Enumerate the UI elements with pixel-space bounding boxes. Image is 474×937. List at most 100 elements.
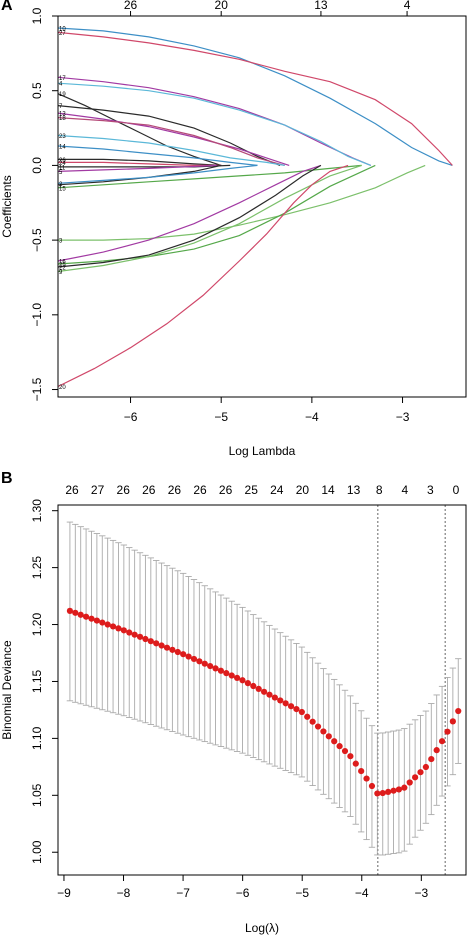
cv-mean-point — [363, 775, 370, 782]
cv-mean-point — [115, 625, 122, 632]
cv-mean-point — [385, 788, 392, 795]
coef-path-label: 4 — [59, 82, 63, 88]
coef-path-line — [57, 164, 376, 265]
coef-path-label: 20 — [59, 385, 66, 391]
coef-path-line — [57, 117, 285, 166]
top-tick-label: 25 — [245, 483, 259, 497]
cv-mean-point — [109, 623, 117, 630]
cv-mean-point — [88, 615, 95, 622]
coef-path-label: 14 — [59, 145, 66, 151]
cv-mean-point — [250, 682, 257, 690]
top-tick-label: 24 — [270, 483, 284, 497]
top-tick-label: 26 — [65, 483, 79, 497]
coef-path-label: 23 — [59, 134, 66, 140]
x-tick-label: −8 — [117, 886, 131, 900]
coef-path-line — [57, 27, 453, 166]
cv-mean-point — [455, 707, 462, 715]
top-tick-label: 13 — [347, 483, 361, 497]
cv-mean-point — [368, 782, 376, 790]
coef-path-line — [57, 164, 362, 273]
cv-mean-point — [449, 718, 456, 725]
coef-path-line — [57, 164, 258, 184]
cv-mean-point — [77, 611, 84, 618]
cv-mean-point — [223, 670, 230, 677]
coef-path-label: 22 — [59, 266, 66, 272]
top-tick-label: 27 — [91, 483, 105, 497]
coef-path-label: 17 — [59, 76, 66, 82]
x-tick-label: −6 — [124, 410, 138, 424]
coef-path-label: 13 — [59, 112, 66, 118]
top-tick-label: 4 — [404, 0, 411, 12]
cv-mean-point — [298, 708, 305, 716]
coef-path-label: 24 — [59, 161, 66, 167]
cv-mean-point — [72, 609, 79, 616]
coef-path-line — [57, 164, 322, 262]
panel-a-tag: A — [1, 0, 13, 14]
x-tick-label: −5 — [214, 410, 228, 424]
top-tick-label: 26 — [124, 0, 138, 12]
cv-mean-point — [142, 635, 149, 643]
cv-mean-point — [136, 633, 144, 640]
coef-path-line — [57, 164, 349, 388]
cv-mean-point — [66, 607, 74, 614]
top-tick-label: 20 — [215, 0, 229, 12]
coef-path-line — [57, 112, 290, 166]
cv-mean-point — [374, 790, 381, 797]
x-tick-label: −7 — [176, 886, 190, 900]
cv-mean-point — [438, 738, 446, 745]
cv-mean-point — [341, 747, 349, 755]
cv-mean-point — [412, 774, 419, 781]
x-tick-label: −4 — [305, 410, 319, 424]
coef-path-line — [57, 93, 222, 166]
top-tick-label: 0 — [453, 483, 460, 497]
cv-mean-point — [422, 763, 429, 771]
cv-mean-point — [417, 769, 424, 776]
coef-path-line — [57, 134, 285, 166]
cv-mean-point — [126, 629, 133, 636]
y-tick-label: 1.20 — [30, 613, 44, 637]
cv-mean-point — [347, 753, 354, 760]
cv-mean-point — [104, 621, 111, 628]
cv-mean-point — [336, 743, 343, 750]
top-tick-label: 14 — [321, 483, 335, 497]
coef-path-label: 16 — [59, 260, 66, 266]
coef-path-label: 9 — [59, 270, 63, 276]
cv-mean-point — [325, 733, 332, 740]
x-tick-label: −4 — [355, 886, 369, 900]
cv-mean-point — [314, 723, 322, 730]
cv-mean-point — [185, 653, 192, 660]
coef-path-line — [57, 164, 322, 268]
coef-path-label: 27 — [59, 31, 66, 37]
coef-path-line — [57, 105, 281, 166]
top-tick-label: 26 — [219, 483, 233, 497]
y-tick-label: 1.30 — [30, 499, 44, 523]
cv-mean-point — [190, 655, 198, 663]
cv-mean-point — [163, 644, 171, 651]
cv-mean-point — [180, 651, 187, 658]
x-tick-label: −5 — [295, 886, 309, 900]
cv-mean-point — [158, 642, 165, 649]
coef-path-line — [58, 158, 222, 166]
cv-mean-point — [239, 677, 246, 684]
plot-frame — [57, 15, 467, 398]
panel-b-tag: B — [1, 470, 13, 487]
y-axis-title: Binomial Deviance — [0, 640, 14, 740]
cv-mean-point — [174, 648, 181, 656]
top-tick-label: 20 — [296, 483, 310, 497]
cv-mean-point — [201, 660, 208, 667]
cv-mean-point — [93, 617, 100, 624]
cv-mean-point — [293, 706, 300, 713]
coefficient-path-chart: 102717419713182314262411512153162522920−… — [0, 0, 467, 458]
top-tick-label: 4 — [401, 483, 408, 497]
y-tick-label: 0.5 — [30, 82, 44, 99]
plot-frame — [57, 504, 467, 876]
cv-mean-point — [444, 728, 451, 735]
cv-mean-point — [266, 691, 273, 698]
x-tick-label: −3 — [396, 410, 410, 424]
coef-path-line — [57, 164, 362, 189]
cv-mean-point — [228, 672, 235, 679]
cv-mean-point — [153, 640, 160, 647]
x-tick-label: −9 — [57, 886, 71, 900]
top-tick-label: 13 — [314, 0, 328, 12]
cv-mean-point — [287, 703, 295, 710]
